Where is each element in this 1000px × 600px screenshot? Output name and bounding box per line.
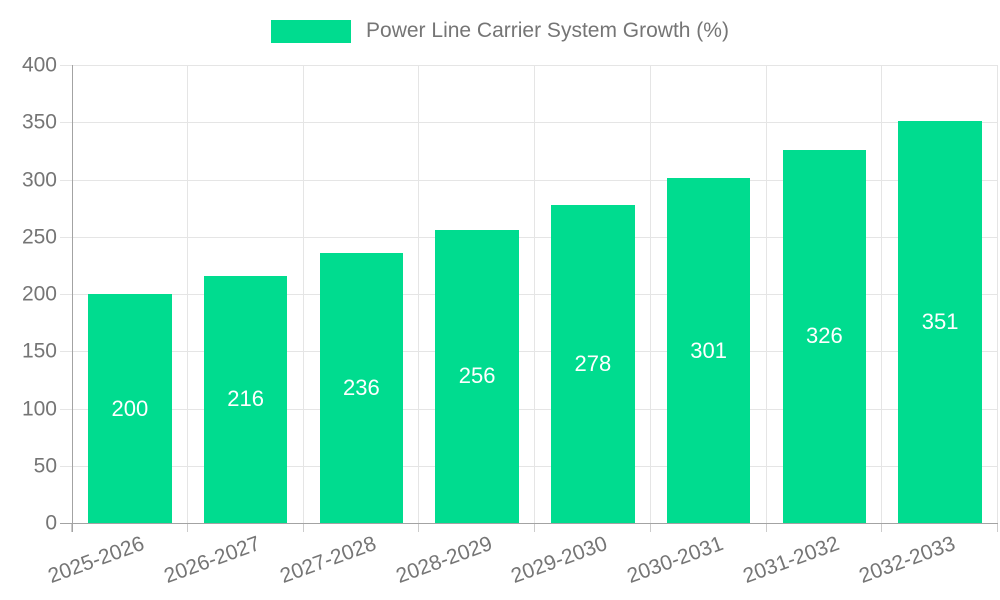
bar[interactable]: 278	[551, 204, 635, 523]
x-tick-label: 2028-2029	[392, 532, 495, 588]
x-gridline	[997, 65, 998, 523]
x-tick-label: 2025-2026	[45, 532, 148, 588]
x-tick	[765, 523, 767, 532]
x-tick-label: 2031-2032	[739, 532, 843, 588]
bar[interactable]: 301	[666, 178, 751, 523]
plot-area: 0 50 100 150 200 250 300 350 400 200 2025-2026 216 2…	[22, 55, 998, 588]
bar-value-label: 236	[343, 374, 380, 400]
x-tick	[186, 523, 188, 532]
y-tick-label: 300	[21, 168, 57, 191]
bar[interactable]: 216	[203, 275, 288, 523]
y-tick-label: 400	[21, 53, 57, 77]
x-tick-label: 2026-2027	[161, 532, 264, 588]
y-tick-label: 100	[21, 397, 57, 420]
bar[interactable]: 236	[319, 252, 404, 523]
bar-value-label: 326	[806, 323, 843, 349]
x-tick-label: 2032-2033	[855, 532, 958, 588]
x-tick-label: 2027-2028	[276, 532, 380, 588]
y-axis-line	[72, 65, 73, 532]
x-tick	[418, 523, 420, 532]
y-tick-label: 350	[21, 110, 57, 134]
bar[interactable]: 256	[435, 229, 519, 523]
x-gridline	[418, 65, 420, 523]
x-tick	[997, 523, 998, 532]
x-tick-label: 2029-2030	[508, 532, 611, 588]
chart-legend: Power Line Carrier System Growth (%)	[0, 19, 1000, 43]
x-gridline	[534, 65, 535, 523]
y-tick-label: 200	[21, 282, 57, 306]
bar-value-label: 216	[227, 386, 264, 412]
y-gridline	[60, 408, 998, 410]
bar-value-label: 200	[111, 395, 149, 421]
y-gridline	[60, 236, 998, 238]
x-gridline	[765, 65, 767, 523]
y-gridline	[60, 65, 998, 66]
x-gridline	[186, 65, 188, 523]
legend-swatch	[271, 19, 352, 43]
bar-value-label: 301	[690, 337, 727, 363]
legend-item[interactable]: Power Line Carrier System Growth (%)	[271, 19, 729, 43]
bar-value-label: 256	[458, 363, 496, 389]
x-tick	[649, 523, 651, 532]
x-tick	[881, 523, 883, 532]
x-gridline	[881, 65, 883, 523]
x-tick	[534, 523, 535, 532]
y-gridline	[60, 179, 998, 181]
bar-value-label: 278	[574, 350, 612, 376]
x-tick	[302, 523, 304, 532]
y-tick-label: 250	[21, 225, 57, 249]
y-gridline	[60, 294, 998, 295]
y-tick-label: 50	[33, 454, 57, 478]
y-tick-label: 150	[21, 339, 57, 363]
x-tick	[71, 523, 72, 532]
y-gridline	[60, 122, 998, 124]
legend-label: Power Line Carrier System Growth (%)	[366, 19, 729, 42]
x-tick-label: 2030-2031	[624, 532, 727, 588]
y-gridline	[60, 465, 998, 467]
y-gridline	[60, 351, 998, 353]
x-gridline	[302, 65, 304, 523]
bar-value-label: 351	[921, 309, 959, 335]
bar[interactable]: 351	[898, 121, 982, 523]
x-gridline	[649, 65, 651, 523]
bar[interactable]: 326	[782, 149, 867, 523]
y-tick-label: 0	[45, 511, 57, 535]
bar[interactable]: 200	[88, 294, 172, 523]
x-axis-line	[60, 523, 998, 524]
